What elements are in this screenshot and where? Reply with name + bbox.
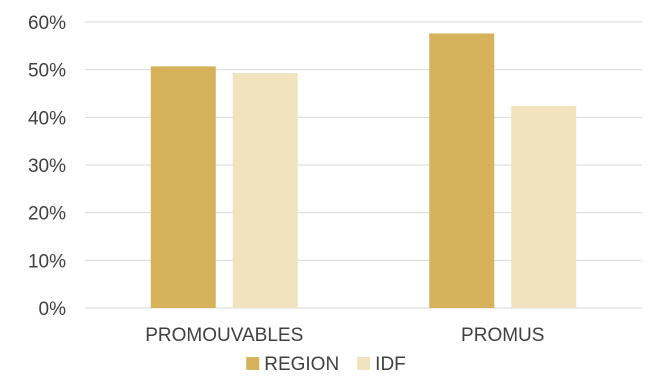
bar-idf-promouvables bbox=[232, 73, 298, 309]
legend-label: REGION bbox=[264, 354, 339, 375]
legend-swatch bbox=[246, 357, 260, 370]
y-tick-label: 60% bbox=[28, 13, 66, 34]
bar-region-promouvables bbox=[150, 66, 216, 308]
legend-swatch bbox=[357, 357, 371, 370]
y-axis-tick-labels: 0% 10% 20% 30% 40% 50% 60% bbox=[28, 13, 66, 320]
x-category-label: PROMOUVABLES bbox=[145, 325, 303, 346]
bar-region-promus bbox=[429, 33, 495, 308]
bar-idf-promus bbox=[511, 105, 577, 308]
x-axis-category-labels: PROMOUVABLES PROMUS bbox=[145, 325, 544, 346]
y-tick-label: 10% bbox=[28, 251, 66, 272]
y-tick-label: 40% bbox=[28, 108, 66, 129]
y-tick-label: 30% bbox=[28, 156, 66, 177]
legend-item: IDF bbox=[357, 354, 406, 375]
bars bbox=[150, 33, 577, 309]
y-tick-label: 0% bbox=[39, 299, 67, 320]
x-category-label: PROMUS bbox=[461, 325, 544, 346]
legend-item: REGION bbox=[246, 354, 339, 375]
legend: REGION IDF bbox=[246, 354, 406, 375]
legend-label: IDF bbox=[375, 354, 406, 375]
y-tick-label: 50% bbox=[28, 61, 66, 82]
y-tick-label: 20% bbox=[28, 204, 66, 225]
